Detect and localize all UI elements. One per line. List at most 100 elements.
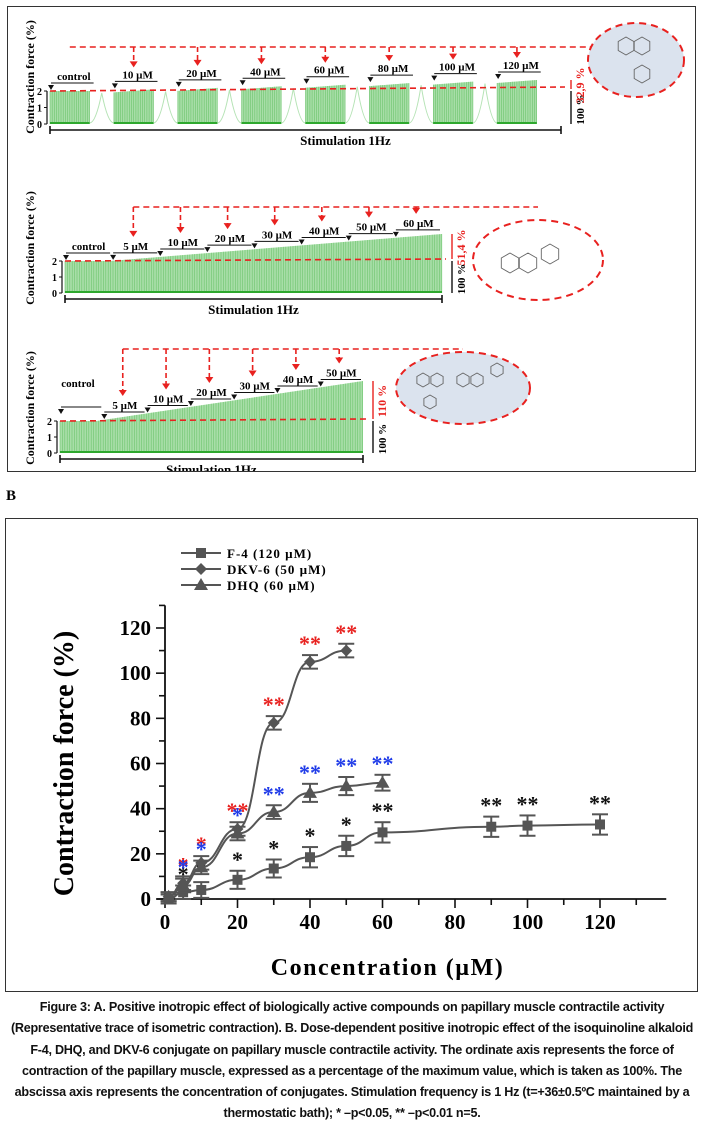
triangle-marker	[176, 878, 191, 891]
dose-arrow-icon	[303, 78, 310, 84]
red-arrow-icon	[321, 56, 330, 63]
red-arrow-icon	[193, 59, 202, 66]
baseline-percent-label: 100 %	[377, 424, 389, 454]
trace-panel-dkv-6: Contraction force (%) 0 1 2 control 5 µM 10 µM…	[23, 348, 531, 477]
molecule-structure-icon	[617, 36, 651, 84]
dose-label: 20 µM	[215, 233, 246, 245]
dose-label: 20 µM	[196, 387, 227, 399]
x-tick-label: 40	[300, 910, 321, 934]
dose-label: 10 µM	[168, 237, 199, 249]
molecule-ellipse	[472, 219, 604, 301]
dose-arrow-icon	[367, 77, 374, 83]
dose-arrow-icon	[157, 251, 164, 257]
dose-arrow-icon	[58, 409, 64, 414]
ring	[416, 372, 430, 388]
red-arrow-icon	[291, 363, 300, 370]
y-tick-label: 1	[37, 104, 42, 115]
legend: F-4 (120 µM)DKV-6 (50 µM)DHQ (60 µM)	[181, 546, 327, 593]
dose-arrow-icon	[111, 83, 118, 89]
significance-star: **	[517, 791, 539, 816]
legend-item: F-4 (120 µM)	[181, 546, 312, 561]
trace-beats	[49, 91, 90, 124]
increase-percent-label: 110 %	[375, 385, 389, 417]
x-axis-label: Stimulation 1Hz	[166, 462, 257, 471]
legend-label: F-4 (120 µM)	[227, 546, 312, 561]
significance-star: **	[227, 798, 249, 823]
red-arrow-icon	[129, 61, 138, 68]
ring	[633, 36, 651, 56]
y-tick-label: 1	[47, 433, 52, 444]
significance-star: *	[178, 855, 189, 880]
dose-arrow-icon	[392, 231, 399, 237]
x-tick-label: 0	[160, 910, 171, 934]
dose-arrow-icon	[175, 81, 182, 87]
triangle-marker	[194, 578, 208, 590]
dose-arrow-icon	[345, 235, 352, 241]
dose-label: 40 µM	[309, 226, 340, 238]
red-arrow-icon	[162, 383, 171, 390]
significance-star: *	[232, 847, 243, 872]
y-tick-label: 80	[130, 706, 151, 730]
y-axis-label: Contraction force (%)	[23, 351, 37, 465]
molecule-ellipse	[395, 351, 531, 425]
square-marker	[268, 863, 279, 874]
dose-arrow-icon	[495, 74, 502, 79]
x-axis-label: Concentration (µM)	[271, 955, 504, 981]
square-marker	[486, 821, 497, 832]
triangle-marker	[339, 779, 354, 792]
dose-arrow-icon	[110, 254, 117, 260]
trace-beats	[305, 84, 346, 124]
red-arrow-icon	[223, 223, 232, 230]
panel-a-traces: Contraction force (%) 0 1 2 control 10 µM 20 µ…	[23, 20, 685, 477]
legend-label: DHQ (60 µM)	[227, 578, 316, 593]
dose-label: 40 µM	[250, 66, 281, 78]
molecule-structure-icon	[416, 362, 504, 410]
square-marker	[232, 874, 243, 885]
dose-arrow-icon	[63, 255, 69, 260]
x-tick-label: 120	[584, 910, 616, 934]
red-arrow-icon	[512, 52, 521, 58]
dose-arrow-icon	[101, 413, 108, 419]
dose-label: 20 µM	[186, 68, 217, 80]
red-arrow-icon	[205, 376, 214, 383]
significance-star: **	[372, 751, 394, 776]
panel-a: Contraction force (%) 0 1 2 control 10 µM 20 µ…	[7, 6, 696, 477]
dose-arrow-icon	[48, 85, 54, 90]
legend-label: DKV-6 (50 µM)	[227, 562, 327, 577]
square-marker	[196, 548, 206, 558]
triangle-marker	[230, 826, 245, 839]
trace-beats	[369, 83, 410, 124]
y-tick-label: 2	[52, 257, 57, 268]
ring	[500, 252, 520, 274]
y-axis-label: Contraction force (%)	[23, 20, 37, 134]
ring	[540, 243, 560, 265]
x-tick-label: 20	[227, 910, 248, 934]
dose-arrow-icon	[251, 243, 258, 249]
washout-trace	[408, 85, 434, 124]
trace-beats	[496, 80, 537, 124]
dose-label: 80 µM	[378, 63, 409, 75]
red-arrow-icon	[257, 58, 266, 65]
significance-star: **	[589, 790, 611, 815]
molecule-structure-icon	[500, 243, 560, 274]
significance-star: **	[299, 631, 321, 656]
increase-percent-label: 51,4 %	[454, 230, 468, 266]
triangle-marker	[161, 889, 176, 902]
increase-percent-label: 32,9 %	[573, 68, 587, 104]
x-tick-label: 60	[372, 910, 393, 934]
y-tick-label: 0	[47, 449, 52, 460]
diamond-marker	[340, 644, 353, 657]
red-arrow-icon	[129, 230, 138, 237]
dose-label: 60 µM	[403, 218, 434, 230]
diamond-marker	[267, 716, 280, 729]
square-marker	[196, 884, 207, 895]
ring	[490, 362, 504, 378]
ring	[633, 64, 651, 84]
dose-arrow-icon	[187, 400, 194, 406]
significance-star: *	[232, 803, 243, 828]
dose-label: 10 µM	[122, 69, 153, 81]
triangle-marker	[266, 805, 281, 818]
dose-label: 50 µM	[356, 222, 387, 234]
dose-label: control	[61, 378, 94, 390]
legend-item: DKV-6 (50 µM)	[181, 562, 327, 577]
